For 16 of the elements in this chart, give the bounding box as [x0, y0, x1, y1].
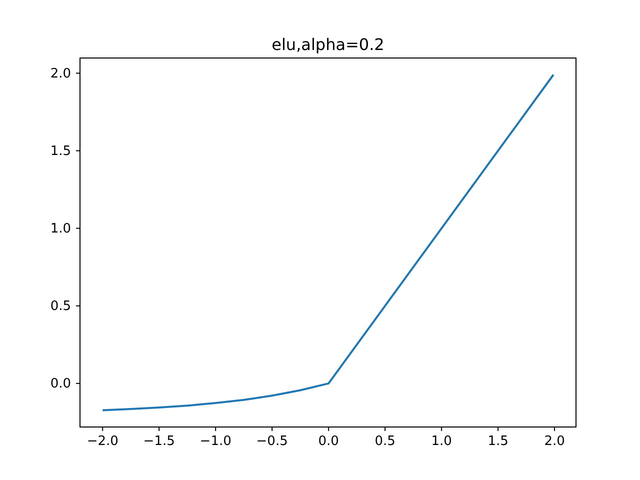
x-tick-label: 2.0 — [544, 434, 565, 450]
chart-title: elu,alpha=0.2 — [272, 35, 384, 54]
x-tick-label: −1.5 — [143, 434, 175, 450]
x-tick-label: −2.0 — [86, 434, 118, 450]
y-tick-label: 1.0 — [50, 221, 71, 236]
x-tick-label: 0.0 — [318, 434, 339, 450]
x-tick-label: 1.5 — [488, 434, 508, 450]
x-tick-label: −1.0 — [200, 434, 232, 450]
x-tick-label: 0.5 — [374, 434, 396, 450]
y-tick-label: 0.0 — [50, 376, 71, 392]
x-tick-label: 1.0 — [431, 434, 452, 450]
x-tick-label: −0.5 — [256, 434, 288, 450]
line-series — [102, 74, 554, 412]
y-tick-label: 1.5 — [50, 144, 71, 159]
y-tick-label: 2.0 — [50, 66, 71, 82]
y-tick-label: 0.5 — [50, 299, 71, 314]
